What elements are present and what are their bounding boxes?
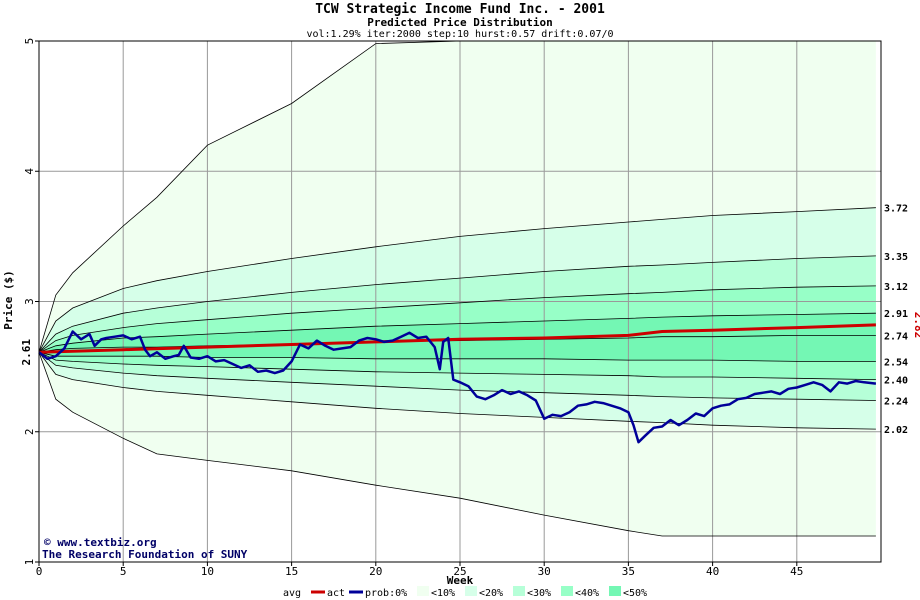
x-tick-label: 20: [369, 565, 382, 578]
band-boundary-1: [38, 207, 876, 353]
legend-swatch-box: [513, 586, 525, 596]
legend-swatch-box: [465, 586, 477, 596]
grid: [39, 41, 881, 562]
legend-label: <30%: [527, 588, 551, 599]
legend-label: act: [327, 588, 345, 599]
chart-subtitle: Predicted Price Distribution: [367, 16, 552, 29]
y-tick-label: 4: [23, 168, 36, 175]
x-tick-label: 35: [622, 565, 635, 578]
y-tick-label: 3: [23, 298, 36, 305]
band-boundary-8: [38, 351, 876, 401]
band-40pct: [39, 313, 876, 362]
end-value-label: 2.82: [912, 312, 920, 339]
band-boundary-2: [38, 255, 876, 353]
legend-label: <50%: [623, 588, 647, 599]
x-tick-label: 45: [790, 565, 803, 578]
avg-line: [38, 323, 876, 354]
act-line: [38, 330, 877, 444]
band-boundary-9: [38, 352, 876, 430]
act-series: [38, 330, 877, 444]
legend-label: <10%: [431, 588, 455, 599]
legend-label: <40%: [575, 588, 599, 599]
x-tick-label: 30: [538, 565, 551, 578]
y-axis-ticks: 1 2 3 4 5: [23, 38, 39, 566]
band-boundary-6: [38, 351, 876, 362]
legend-label: prob:0%: [365, 588, 407, 599]
right-band-labels: 3.72 3.35 3.12 2.91 2.74 2.54 2.40 2.24 2.02: [884, 204, 908, 436]
x-axis-ticks: 0 5 10 15 20 25 30 35 40 45: [36, 562, 803, 578]
right-band-label: 2.02: [884, 425, 908, 436]
legend-swatch-box: [609, 586, 621, 596]
x-tick-label: 40: [706, 565, 719, 578]
chart-title: TCW Strategic Income Fund Inc. - 2001: [315, 2, 605, 17]
y-axis-label: Price ($): [2, 270, 15, 330]
credit-line-2: The Research Foundation of SUNY: [42, 548, 248, 561]
x-tick-label: 10: [201, 565, 214, 578]
legend-swatch-box: [561, 586, 573, 596]
credit-line-1: © www.textbiz.org: [44, 536, 157, 549]
right-band-label: 2.91: [884, 309, 908, 320]
legend-swatch-box: [417, 586, 429, 596]
right-band-label: 3.12: [884, 282, 908, 293]
right-band-label: 3.72: [884, 204, 908, 215]
x-tick-label: 15: [285, 565, 298, 578]
band-boundary-7: [38, 351, 876, 380]
right-band-label: 2.74: [884, 331, 908, 342]
legend-label: avg: [283, 588, 301, 599]
right-band-label: 2.24: [884, 396, 908, 407]
band-boundary-3: [38, 285, 876, 353]
y-tick-label: 1: [23, 559, 36, 566]
x-tick-label: 25: [453, 565, 466, 578]
legend: avg act prob:0% <10% <20% <30% <40% <50%: [283, 586, 647, 599]
band-boundary-10: [38, 352, 876, 537]
x-tick-label: 0: [36, 565, 43, 578]
right-band-label: 2.40: [884, 376, 908, 387]
x-axis-label: Week: [447, 574, 474, 587]
right-band-label: 2.54: [884, 357, 908, 368]
right-band-label: 3.35: [884, 252, 908, 263]
avg-series: [38, 323, 876, 354]
band-boundary-4: [38, 312, 876, 353]
legend-label: <20%: [479, 588, 503, 599]
start-value-label: 2.61: [20, 339, 33, 366]
y-tick-label: 5: [23, 38, 36, 45]
chart-params: vol:1.29% iter:2000 step:10 hurst:0.57 d…: [306, 29, 613, 40]
y-tick-label: 2: [23, 428, 36, 435]
x-tick-label: 5: [120, 565, 127, 578]
